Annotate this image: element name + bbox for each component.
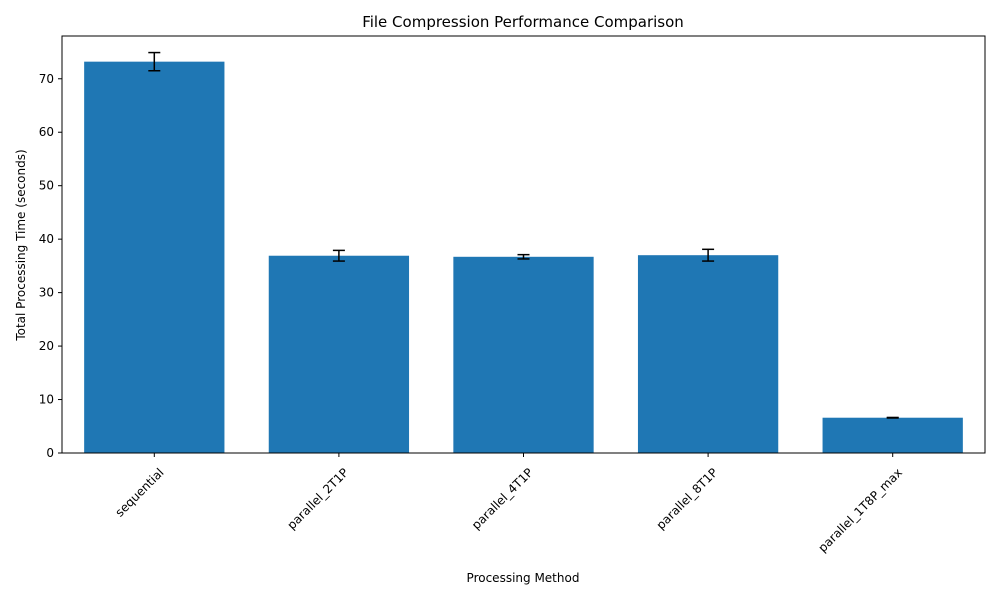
error-bar-parallel_1T8P_max xyxy=(886,416,899,419)
x-tick-label: sequential xyxy=(112,465,166,519)
error-bar-parallel_4T1P xyxy=(517,253,530,260)
y-axis: 0 10 20 30 40 50 60 70 xyxy=(39,72,62,460)
x-tick-label: parallel_1T8P_max xyxy=(816,465,906,555)
plot-frame xyxy=(61,35,986,454)
y-tick-label: 40 xyxy=(39,232,54,246)
x-tick-label: parallel_8T1P xyxy=(654,465,721,532)
error-bar-sequential xyxy=(148,51,161,72)
bar-parallel_2T1P xyxy=(268,255,410,453)
y-tick-label: 60 xyxy=(39,125,54,139)
y-tick-label: 20 xyxy=(39,339,54,353)
error-bar-parallel_8T1P xyxy=(702,248,715,262)
x-tick-label: parallel_4T1P xyxy=(469,465,536,532)
bar-parallel_4T1P xyxy=(453,256,594,453)
error-bar-parallel_2T1P xyxy=(332,249,345,262)
x-tick-label: parallel_2T1P xyxy=(284,465,351,532)
y-tick-label: 0 xyxy=(46,446,54,460)
chart-title: File Compression Performance Comparison xyxy=(362,13,684,31)
y-axis-label: Total Processing Time (seconds) xyxy=(14,149,28,341)
y-tick-label: 10 xyxy=(39,393,54,407)
bars-group xyxy=(84,61,963,454)
y-tick-label: 50 xyxy=(39,179,54,193)
bar-sequential xyxy=(84,61,225,454)
error-bars-group xyxy=(148,51,899,419)
y-tick-label: 70 xyxy=(39,72,54,86)
x-axis: sequential parallel_2T1P parallel_4T1P para… xyxy=(112,453,905,555)
y-tick-label: 30 xyxy=(39,286,54,300)
bar-parallel_8T1P xyxy=(637,255,779,453)
bar-parallel_1T8P_max xyxy=(822,417,963,453)
x-axis-label: Processing Method xyxy=(467,571,580,585)
